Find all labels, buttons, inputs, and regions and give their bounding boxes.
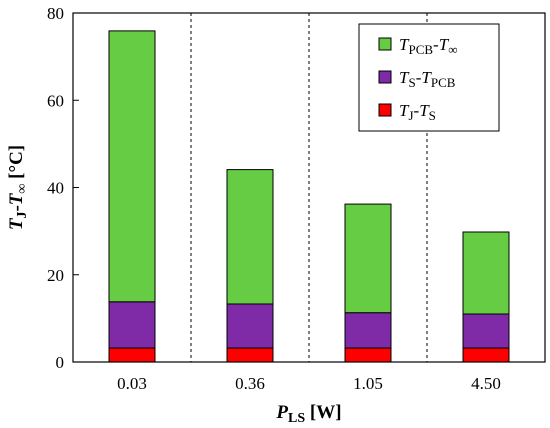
- legend-swatch: [378, 37, 392, 51]
- x-axis-label: PLS [W]: [275, 402, 341, 426]
- x-tick-label: 1.05: [353, 374, 383, 393]
- bar-segment-1.05-series-0: [344, 347, 392, 363]
- bar-segment-1.05-series-2: [344, 203, 392, 314]
- bar-segment-0.03-series-1: [108, 301, 156, 349]
- x-tick-label: 0.36: [235, 374, 265, 393]
- axis-labels: PLS [W] TJ-T∞ [°C]: [6, 145, 342, 426]
- legend-label: TPCB-T∞: [399, 35, 457, 57]
- y-axis-label: TJ-T∞ [°C]: [6, 145, 30, 230]
- legend-swatch: [378, 70, 392, 84]
- bar-segment-0.36-series-0: [226, 347, 274, 363]
- bar-segment-0.36-series-1: [226, 303, 274, 349]
- bar-segment-4.50-series-1: [462, 313, 510, 349]
- legend: TPCB-T∞ TS-TPCB TJ-TS: [358, 23, 500, 132]
- bar-segment-0.03-series-0: [108, 347, 156, 363]
- legend-label: TJ-TS: [399, 101, 436, 123]
- bar-segment-0.36-series-2: [226, 169, 274, 305]
- y-tick-label: 60: [47, 91, 64, 110]
- bars: [108, 30, 510, 363]
- legend-swatch: [378, 103, 392, 117]
- x-tick-label: 0.03: [117, 374, 147, 393]
- grid-lines: [190, 13, 428, 362]
- y-tick-label: 80: [47, 4, 64, 23]
- x-ticks: 0.03 0.36 1.05 4.50: [117, 374, 501, 393]
- bar-segment-4.50-series-2: [462, 231, 510, 315]
- y-tick-label: 0: [56, 353, 65, 372]
- bar-segment-4.50-series-0: [462, 347, 510, 363]
- y-ticks: 0 20 40 60 80: [47, 4, 79, 372]
- y-tick-label: 20: [47, 266, 64, 285]
- x-tick-label: 4.50: [471, 374, 501, 393]
- bar-segment-1.05-series-1: [344, 312, 392, 349]
- bar-segment-0.03-series-2: [108, 30, 156, 303]
- legend-label: TS-TPCB: [399, 68, 456, 90]
- y-tick-label: 40: [47, 179, 64, 198]
